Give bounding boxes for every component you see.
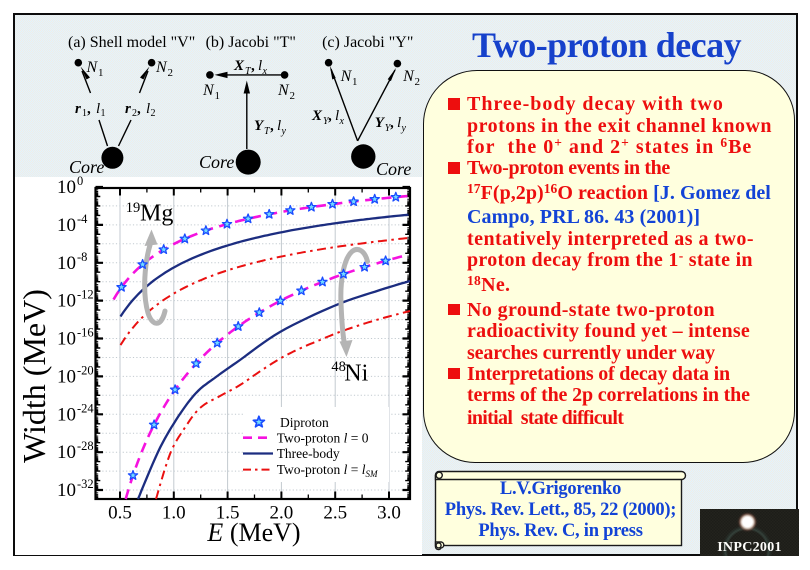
svg-text:10: 10 bbox=[57, 366, 76, 387]
svg-text:-8: -8 bbox=[77, 250, 87, 264]
svg-text:2: 2 bbox=[132, 108, 137, 119]
svg-text:y: y bbox=[401, 123, 407, 134]
svg-text:48: 48 bbox=[331, 359, 346, 375]
svg-text:x: x bbox=[262, 66, 268, 77]
svg-text:l: l bbox=[277, 118, 281, 134]
svg-text:0.5: 0.5 bbox=[108, 503, 132, 524]
svg-text:Width (MeV): Width (MeV) bbox=[16, 289, 52, 463]
svg-text:x: x bbox=[339, 116, 345, 127]
svg-text:10: 10 bbox=[57, 177, 76, 198]
svg-text:X: X bbox=[311, 108, 323, 124]
svg-text:10: 10 bbox=[57, 480, 76, 501]
svg-text:,: , bbox=[390, 115, 394, 131]
svg-text:0: 0 bbox=[77, 174, 83, 188]
svg-text:N: N bbox=[155, 59, 168, 76]
svg-text:Y: Y bbox=[375, 115, 386, 131]
svg-text:y: y bbox=[281, 126, 287, 137]
svg-text:Two-proton l = 0: Two-proton l = 0 bbox=[277, 430, 369, 445]
svg-text:-28: -28 bbox=[77, 439, 94, 453]
svg-text:r: r bbox=[75, 101, 81, 117]
svg-text:-24: -24 bbox=[77, 401, 94, 415]
svg-text:10: 10 bbox=[57, 215, 76, 236]
svg-text:(b) Jacobi "T": (b) Jacobi "T" bbox=[206, 34, 296, 51]
svg-text:N: N bbox=[277, 82, 290, 99]
svg-text:10: 10 bbox=[57, 253, 76, 274]
svg-text:N: N bbox=[402, 68, 415, 85]
svg-text:1: 1 bbox=[352, 76, 358, 88]
svg-text:-12: -12 bbox=[77, 288, 94, 302]
svg-text:l: l bbox=[96, 101, 100, 117]
svg-text:r: r bbox=[125, 101, 131, 117]
svg-text:,: , bbox=[137, 101, 141, 117]
svg-text:,: , bbox=[251, 58, 255, 74]
svg-text:X: X bbox=[233, 58, 245, 74]
svg-text:1: 1 bbox=[215, 90, 221, 102]
svg-text:l: l bbox=[397, 115, 401, 131]
svg-text:1: 1 bbox=[101, 108, 106, 119]
svg-text:2: 2 bbox=[290, 90, 296, 102]
svg-text:T: T bbox=[264, 126, 271, 137]
svg-text:N: N bbox=[202, 82, 215, 99]
svg-text:Core: Core bbox=[199, 152, 234, 172]
svg-text:1: 1 bbox=[82, 108, 87, 119]
svg-text:2: 2 bbox=[151, 108, 156, 119]
svg-text:N: N bbox=[340, 68, 353, 85]
svg-text:Ni: Ni bbox=[344, 360, 368, 386]
svg-text:2: 2 bbox=[168, 67, 174, 79]
svg-text:-20: -20 bbox=[77, 363, 94, 377]
svg-text:Y: Y bbox=[385, 123, 392, 134]
svg-text:(c) Jacobi "Y": (c) Jacobi "Y" bbox=[322, 34, 413, 51]
svg-text:1.5: 1.5 bbox=[216, 503, 240, 524]
svg-text:Core: Core bbox=[69, 157, 104, 177]
svg-text:Mg: Mg bbox=[140, 201, 173, 227]
svg-text:2.0: 2.0 bbox=[270, 503, 294, 524]
svg-text:-4: -4 bbox=[77, 212, 88, 226]
svg-text:10: 10 bbox=[57, 329, 76, 350]
svg-text:T: T bbox=[245, 66, 252, 77]
svg-text:l: l bbox=[258, 58, 262, 74]
svg-text:,: , bbox=[328, 108, 332, 124]
svg-text:Diproton: Diproton bbox=[280, 415, 329, 430]
svg-text:10: 10 bbox=[57, 404, 76, 425]
svg-text:E (MeV): E (MeV) bbox=[206, 518, 300, 547]
svg-text:,: , bbox=[87, 101, 91, 117]
svg-text:1: 1 bbox=[98, 67, 104, 79]
svg-text:(a) Shell model "V": (a) Shell model "V" bbox=[68, 34, 195, 51]
svg-text:10: 10 bbox=[57, 291, 76, 312]
svg-text:-16: -16 bbox=[77, 326, 94, 340]
svg-text:Y: Y bbox=[323, 116, 330, 127]
svg-text:-32: -32 bbox=[77, 477, 94, 491]
svg-text:Two-proton l = lSM: Two-proton l = lSM bbox=[277, 462, 378, 479]
svg-text:2: 2 bbox=[415, 76, 421, 88]
svg-text:Core: Core bbox=[376, 159, 411, 179]
svg-text:l: l bbox=[335, 108, 339, 124]
svg-text:Y: Y bbox=[254, 118, 265, 134]
svg-text:Three-body: Three-body bbox=[277, 446, 340, 461]
svg-text:2.5: 2.5 bbox=[323, 503, 347, 524]
svg-text:,: , bbox=[270, 118, 274, 134]
svg-text:N: N bbox=[86, 59, 99, 76]
svg-text:3.0: 3.0 bbox=[377, 503, 401, 524]
svg-text:1.0: 1.0 bbox=[162, 503, 186, 524]
svg-text:l: l bbox=[146, 101, 150, 117]
svg-text:10: 10 bbox=[57, 442, 76, 463]
svg-text:19: 19 bbox=[126, 200, 141, 216]
